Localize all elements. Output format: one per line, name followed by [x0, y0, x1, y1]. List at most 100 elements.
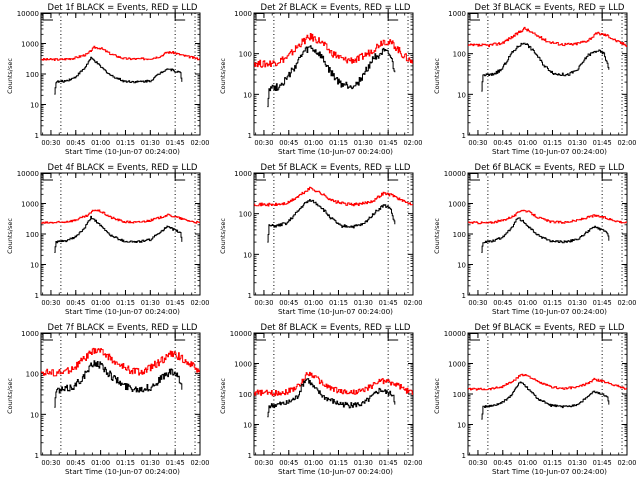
x-tick-label: 02:00	[403, 459, 422, 467]
plot-frame	[40, 332, 201, 456]
y-axis-label: Counts/sec	[433, 58, 441, 94]
x-tick-label: 01:00	[91, 139, 110, 147]
x-tick-label: 01:45	[379, 299, 398, 307]
x-tick-label: 00:45	[279, 299, 298, 307]
end-bracket-icon	[601, 169, 613, 181]
events-series-line	[481, 42, 610, 92]
x-tick-label: 01:00	[304, 299, 323, 307]
chart-title: Det 2f BLACK = Events, RED = LLD	[261, 3, 411, 13]
plot-frame	[40, 172, 201, 296]
chart-panel-3: Det 3f BLACK = Events, RED = LLD 1 10 100 10…	[433, 3, 637, 156]
x-tick-label: 01:30	[141, 139, 160, 147]
x-tick-label: 01:45	[166, 299, 185, 307]
chart-panel-7: Det 7f BLACK = Events, RED = LLD 1 10 100 10…	[6, 323, 210, 476]
end-bracket-icon	[601, 9, 613, 21]
y-tick-label: 1	[35, 132, 39, 140]
x-tick-label: 01:30	[141, 459, 160, 467]
y-tick-label: 10	[30, 411, 39, 419]
x-tick-label: 00:45	[279, 139, 298, 147]
end-bracket-icon	[387, 9, 399, 21]
x-tick-label: 01:15	[543, 299, 562, 307]
end-bracket-icon	[387, 169, 399, 181]
x-axis-label: Start Time (10-Jun-07 00:24:00)	[65, 307, 180, 316]
chart-panel-6: Det 6f BLACK = Events, RED = LLD 1 10 100 10…	[433, 163, 637, 316]
plot-frame	[40, 12, 201, 136]
y-tick-label: 100	[239, 211, 252, 219]
y-tick-label: 10000	[444, 330, 466, 338]
x-tick-label: 01:15	[329, 299, 348, 307]
chart-panel-9: Det 9f BLACK = Events, RED = LLD 1 10 100 10…	[433, 323, 637, 476]
start-bracket-icon	[468, 333, 480, 341]
x-tick-label: 00:45	[279, 459, 298, 467]
x-tick-label: 00:45	[493, 459, 512, 467]
x-tick-label: 01:00	[518, 139, 537, 147]
x-tick-label: 01:00	[304, 459, 323, 467]
x-tick-label: 01:45	[166, 459, 185, 467]
x-tick-label: 02:00	[617, 459, 636, 467]
chart-panel-4: Det 4f BLACK = Events, RED = LLD 1 10 100 10…	[6, 163, 210, 316]
y-tick-label: 100	[239, 391, 252, 399]
y-tick-label: 1000	[21, 330, 39, 338]
y-tick-label: 10000	[230, 330, 252, 338]
x-tick-label: 00:30	[254, 299, 273, 307]
x-tick-label: 01:00	[304, 139, 323, 147]
start-bracket-icon	[254, 13, 266, 21]
x-tick-label: 00:45	[66, 139, 85, 147]
y-tick-label: 100	[26, 371, 39, 379]
y-tick-label: 1000	[448, 10, 466, 18]
x-axis-label: Start Time (10-Jun-07 00:24:00)	[278, 467, 393, 476]
y-tick-label: 100	[239, 51, 252, 59]
x-tick-label: 01:15	[116, 299, 135, 307]
chart-title: Det 7f BLACK = Events, RED = LLD	[48, 323, 198, 333]
x-tick-label: 01:15	[116, 139, 135, 147]
x-axis-label: Start Time (10-Jun-07 00:24:00)	[278, 307, 393, 316]
events-series-line	[267, 45, 396, 108]
y-axis-label: Counts/sec	[6, 378, 14, 414]
y-tick-label: 1000	[448, 201, 466, 209]
chart-title: Det 9f BLACK = Events, RED = LLD	[475, 323, 625, 333]
y-axis-label: Counts/sec	[433, 378, 441, 414]
end-bracket-icon	[601, 329, 613, 341]
end-bracket-icon	[174, 329, 186, 341]
events-series-line	[54, 360, 183, 408]
chart-title: Det 1f BLACK = Events, RED = LLD	[48, 3, 198, 13]
y-tick-label: 100	[26, 71, 39, 79]
start-bracket-icon	[468, 13, 480, 21]
y-axis-label: Counts/sec	[219, 218, 227, 254]
x-tick-label: 01:00	[91, 459, 110, 467]
lld-series-line	[41, 45, 200, 61]
y-axis-label: Counts/sec	[6, 58, 14, 94]
x-tick-label: 00:30	[468, 299, 487, 307]
chart-panel-1: Det 1f BLACK = Events, RED = LLD 1 10 100 10…	[6, 3, 210, 156]
events-series-line	[267, 199, 396, 243]
x-tick-label: 01:45	[379, 139, 398, 147]
x-axis-label: Start Time (10-Jun-07 00:24:00)	[278, 147, 393, 156]
x-tick-label: 01:30	[354, 459, 373, 467]
x-tick-label: 02:00	[617, 139, 636, 147]
y-tick-label: 1000	[21, 201, 39, 209]
x-tick-label: 01:15	[329, 459, 348, 467]
x-tick-label: 01:00	[518, 299, 537, 307]
x-axis-label: Start Time (10-Jun-07 00:24:00)	[492, 467, 607, 476]
start-bracket-icon	[468, 173, 480, 181]
x-tick-label: 01:15	[543, 139, 562, 147]
chart-title: Det 5f BLACK = Events, RED = LLD	[261, 163, 411, 173]
x-tick-label: 01:45	[593, 299, 612, 307]
y-tick-label: 10	[243, 251, 252, 259]
y-tick-label: 10	[457, 422, 466, 430]
x-tick-label: 00:45	[66, 299, 85, 307]
y-tick-label: 10	[457, 262, 466, 270]
y-axis-label: Counts/sec	[433, 218, 441, 254]
plot-frame	[467, 172, 628, 296]
x-tick-label: 00:30	[41, 299, 60, 307]
x-tick-label: 01:15	[543, 459, 562, 467]
lld-series-line	[468, 26, 627, 48]
y-tick-label: 1000	[234, 10, 252, 18]
y-tick-label: 10000	[17, 170, 39, 178]
x-tick-label: 00:30	[468, 459, 487, 467]
start-bracket-icon	[41, 173, 53, 181]
y-tick-label: 1	[35, 292, 39, 300]
y-axis-label: Counts/sec	[219, 378, 227, 414]
x-tick-label: 00:30	[41, 139, 60, 147]
